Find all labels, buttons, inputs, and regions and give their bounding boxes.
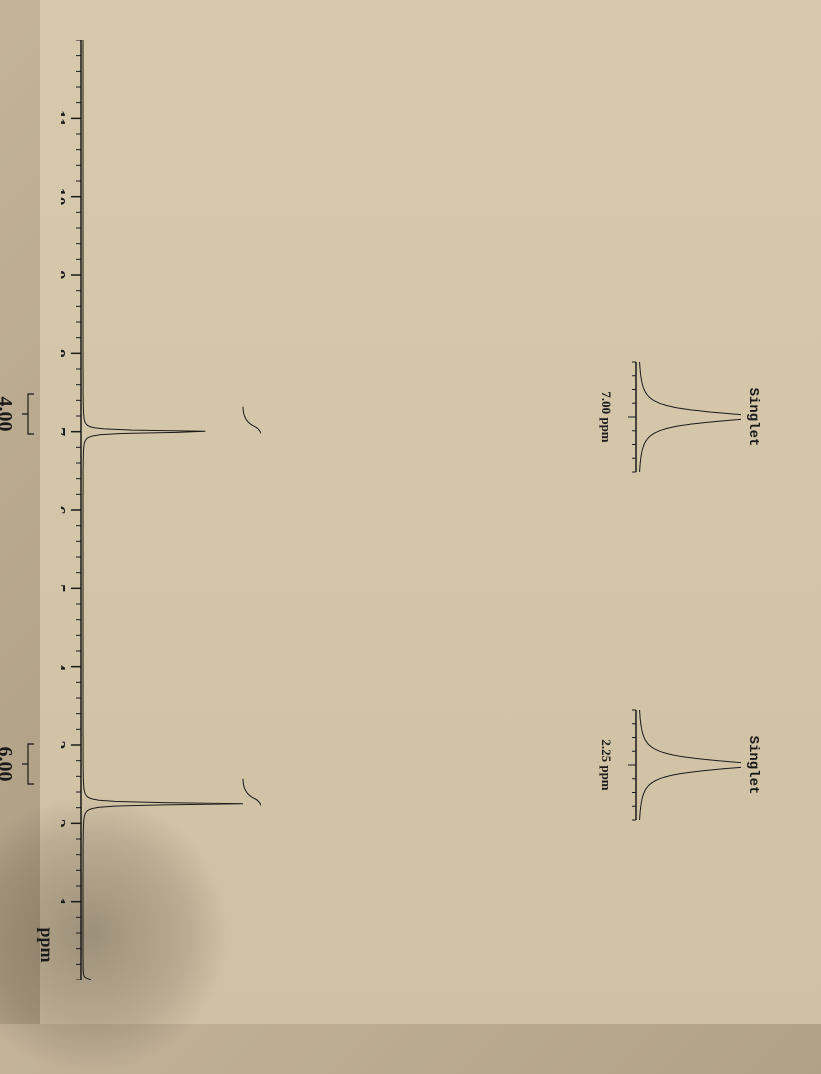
svg-text:5: 5 (61, 584, 69, 593)
integration-value-1: 4.00 (0, 384, 16, 444)
nmr-plot-rotated: 1 2 3 4 5 6 7 8 9 10 11 4.00 6.00 ppm Singlet 7.00… (1, 0, 821, 1024)
spectrum-trace (83, 40, 243, 980)
integration-value-2: 6.00 (0, 734, 16, 794)
inset-1-multiplicity: Singlet (745, 352, 761, 482)
inset-2-trace (639, 710, 740, 820)
inset-1-axis-label: 7.00 ppm (598, 352, 614, 482)
svg-text:3: 3 (61, 741, 69, 750)
svg-text:11: 11 (61, 110, 69, 127)
inset-1-trace (639, 362, 740, 472)
inset-2-svg (621, 700, 741, 830)
main-spectrum: 1 2 3 4 5 6 7 8 9 10 11 (61, 40, 261, 980)
integration-bracket-2 (22, 739, 34, 789)
svg-text:6: 6 (61, 506, 69, 515)
svg-text:1: 1 (61, 897, 69, 906)
x-axis-unit: ppm (36, 920, 57, 970)
integration-peak-1: 4.00 (0, 384, 39, 444)
inset-2-axis-label: 2.25 ppm (598, 700, 614, 830)
svg-text:7: 7 (61, 427, 69, 436)
main-spectrum-svg: 1 2 3 4 5 6 7 8 9 10 11 (61, 40, 261, 980)
inset-2-ticks (628, 710, 636, 820)
inset-peak-1: Singlet 7.00 ppm (591, 352, 761, 482)
inset-2-multiplicity: Singlet (745, 700, 761, 830)
svg-text:8: 8 (61, 349, 69, 358)
integration-peak-2: 6.00 (0, 734, 39, 794)
svg-text:2: 2 (61, 819, 69, 828)
inset-1-svg (621, 352, 741, 482)
inset-peak-2: Singlet 2.25 ppm (591, 700, 761, 830)
x-axis-ticks: 1 2 3 4 5 6 7 8 9 10 11 (61, 40, 81, 980)
inset-1-ticks (628, 362, 636, 472)
svg-text:9: 9 (61, 271, 69, 280)
svg-text:10: 10 (61, 188, 69, 206)
integration-bracket-1 (22, 389, 34, 439)
svg-text:4: 4 (61, 662, 69, 671)
